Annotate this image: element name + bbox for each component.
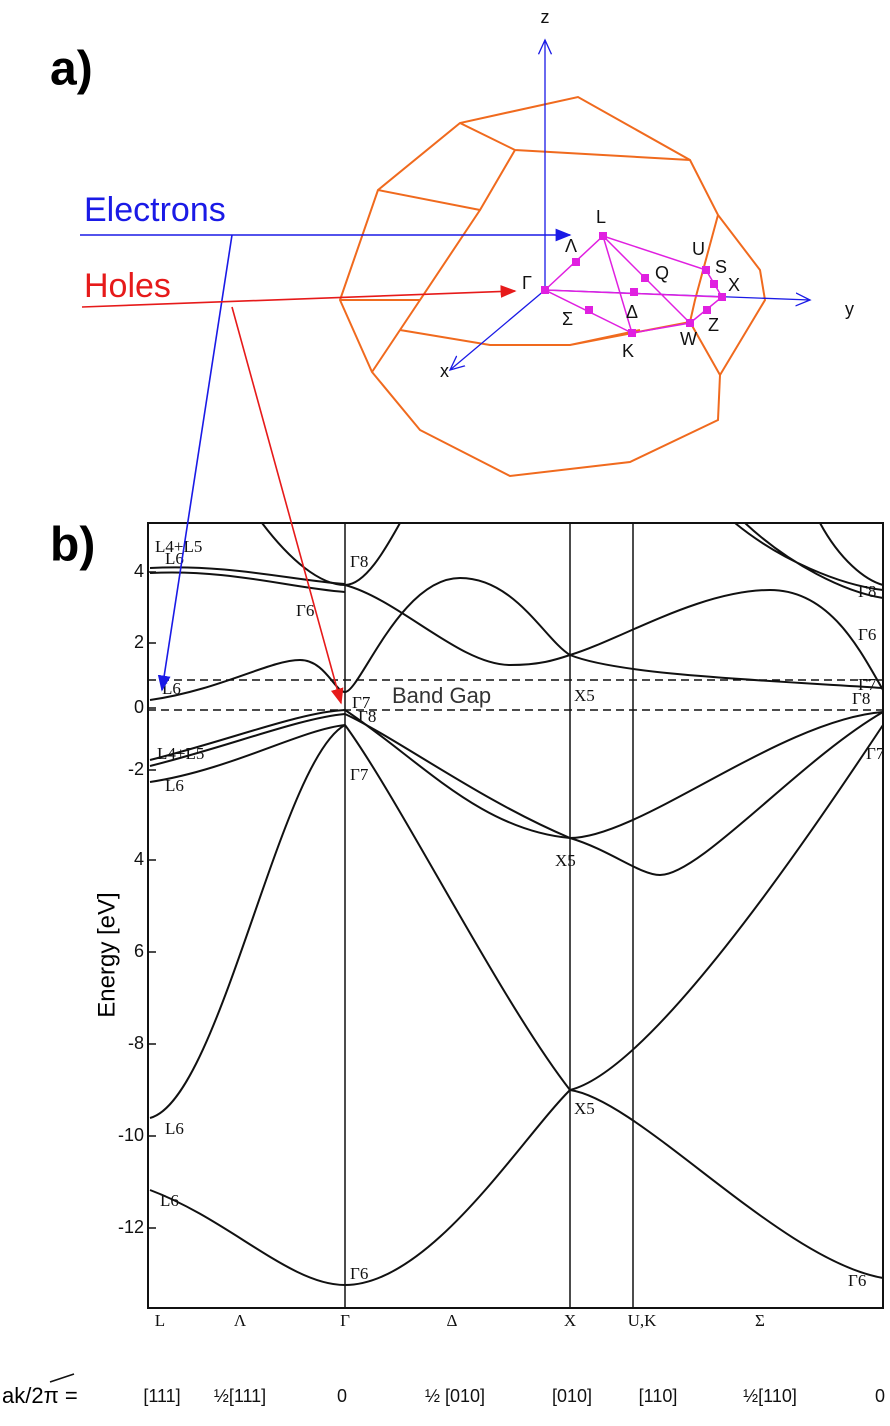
band-plot [147, 522, 884, 1309]
point-label: X [728, 275, 740, 295]
band-label: L6 [162, 679, 181, 698]
band-label: L4+L5 [155, 537, 202, 556]
point-label: K [622, 341, 634, 361]
band-label: X5 [574, 686, 595, 705]
axis-label: y [845, 299, 854, 319]
k-value: 0 [875, 1386, 885, 1406]
y-tick-label: 0 [134, 697, 144, 717]
band-label: L6 [165, 1119, 184, 1138]
x-label: Λ [234, 1311, 247, 1330]
panel-label: b) [50, 519, 95, 572]
band-label: L6 [165, 549, 184, 568]
point-label: Γ [522, 273, 532, 293]
y-tick-label: 2 [134, 632, 144, 652]
y-axis-label: Energy [eV] [93, 892, 120, 1017]
band-label: X5 [555, 851, 576, 870]
band-label: Γ6 [848, 1271, 866, 1290]
x-label: Γ [340, 1311, 350, 1330]
x-label: U,K [628, 1311, 658, 1330]
k-value: ½ [010] [425, 1386, 485, 1406]
y-tick-label: -2 [128, 759, 144, 779]
point-label: L [596, 207, 606, 227]
point-label: Z [708, 315, 719, 335]
point-label: W [680, 329, 697, 349]
band-label: Γ7 [866, 744, 885, 763]
band-label: Γ6 [858, 625, 876, 644]
point-label: Λ [565, 236, 577, 256]
y-tick-label: -10 [118, 1125, 144, 1145]
band-label: Γ7 [350, 765, 369, 784]
y-tick-label: 4 [134, 561, 144, 581]
pointer-arrows [80, 228, 572, 705]
band-label: Γ8 [852, 689, 870, 708]
band-label: L6 [165, 776, 184, 795]
band-label: Γ6 [350, 1264, 368, 1283]
band-label: Γ8 [358, 707, 376, 726]
k-value: 0 [337, 1386, 347, 1406]
axis-label: z [541, 7, 550, 27]
point-label: Δ [626, 302, 638, 322]
k-label: ak/2π = [2, 1383, 78, 1408]
x-label: Δ [447, 1311, 458, 1330]
x-label: L [155, 1311, 165, 1330]
k-value: [110] [639, 1386, 678, 1406]
band-label: Γ8 [858, 582, 876, 601]
k-value: [010] [552, 1386, 592, 1406]
panel-label: a) [50, 43, 93, 96]
axis-label: x [440, 361, 449, 381]
brillouin-zone [338, 40, 810, 478]
point-label: Σ [562, 309, 573, 329]
y-tick-label: -12 [118, 1217, 144, 1237]
electrons-label: Electrons [84, 191, 226, 229]
vector-arrow [49, 1373, 75, 1383]
y-tick-label: 6 [134, 941, 144, 961]
band-label: Γ8 [350, 552, 368, 571]
band-labels: L4+L5 L6 Γ8 Γ6 L6 Γ7 X5 Γ8 L4+L5 Γ7 L6 X… [155, 537, 885, 1290]
point-label: S [715, 257, 727, 277]
holes-label: Holes [84, 267, 171, 305]
band-label: Γ7 [352, 693, 371, 712]
band-label: L6 [160, 1191, 179, 1210]
k-value: [111] [143, 1386, 180, 1406]
point-label: U [692, 239, 705, 259]
band-label: Γ6 [296, 601, 314, 620]
x-label: Σ [755, 1311, 765, 1330]
band-label: L4+L5 [157, 744, 204, 763]
band-label: X5 [574, 1099, 595, 1118]
y-tick-label: 4 [134, 849, 144, 869]
point-label: Q [655, 263, 669, 283]
band-label: Γ7 [858, 675, 877, 694]
k-value: ½[110] [743, 1386, 797, 1406]
y-tick-label: -8 [128, 1033, 144, 1053]
x-label: X [564, 1311, 576, 1330]
band-gap-label: Band Gap [392, 683, 491, 708]
k-value: ½[111] [214, 1386, 266, 1406]
